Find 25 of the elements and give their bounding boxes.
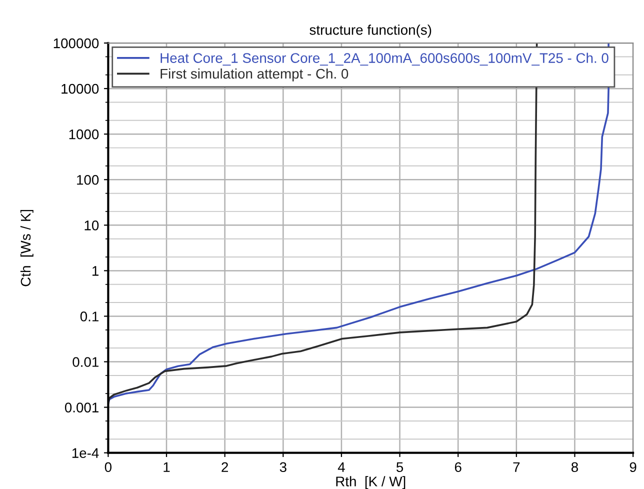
x-tick-label: 3 bbox=[280, 462, 286, 472]
y-tick-label: 100000 bbox=[54, 38, 99, 48]
y-tick-label: 100 bbox=[77, 174, 99, 185]
x-tick-label: 4 bbox=[338, 462, 345, 472]
y-tick-label: 0.001 bbox=[64, 402, 98, 412]
y-tick-label: 0.1 bbox=[80, 312, 98, 322]
x-tick-label: 1 bbox=[164, 462, 170, 472]
x-tick-label: 6 bbox=[454, 462, 462, 472]
x-axis-title: Rth [K / W] bbox=[336, 476, 406, 489]
chart-title: structure function(s) bbox=[310, 24, 432, 38]
x-tick-label: 5 bbox=[396, 462, 404, 472]
y-axis-title: Cth [Ws / K] bbox=[20, 210, 34, 286]
legend-label: First simulation attempt - Ch. 0 bbox=[160, 68, 348, 82]
y-tick-label: 1e-4 bbox=[72, 448, 99, 458]
y-tick-label: 0.01 bbox=[72, 357, 98, 367]
x-tick-label: 0 bbox=[104, 462, 112, 472]
y-tick-label: 10000 bbox=[62, 84, 99, 94]
x-tick-label: 7 bbox=[513, 462, 520, 472]
y-tick-label: 1 bbox=[92, 266, 98, 276]
legend-label: Heat Core_1 Sensor Core_1_2A_100mA_600s600s_100mV_T25 - Ch. 0 bbox=[160, 52, 608, 66]
x-tick-label: 9 bbox=[630, 462, 636, 472]
y-tick-label: 1000 bbox=[69, 129, 99, 140]
x-tick-label: 2 bbox=[222, 462, 228, 472]
y-tick-label: 10 bbox=[84, 220, 99, 230]
x-tick-label: 8 bbox=[571, 462, 578, 472]
